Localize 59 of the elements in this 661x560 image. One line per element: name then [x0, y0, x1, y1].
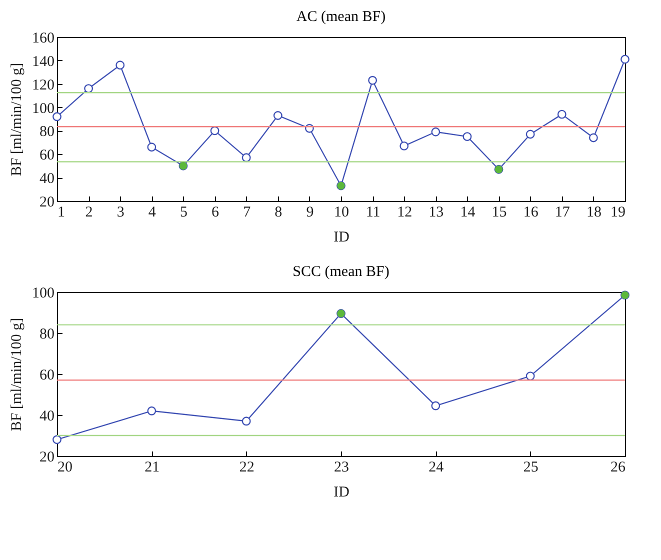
y-tick-label: 100	[32, 100, 54, 117]
x-tick-label: 11	[366, 204, 380, 220]
x-axis-title: ID	[334, 230, 350, 246]
y-tick-label: 160	[32, 30, 54, 46]
x-tick-label: 16	[523, 204, 539, 220]
x-tick-label: 17	[554, 204, 570, 220]
point	[462, 132, 472, 142]
x-tick-label: 21	[144, 460, 160, 476]
point	[526, 130, 535, 139]
y-tick-label: 20	[40, 194, 54, 210]
point	[431, 127, 440, 136]
x-tick-label: 5	[180, 204, 188, 220]
x-tick-label: 2	[85, 204, 93, 220]
point	[400, 141, 409, 150]
x-tick-label: 10	[334, 204, 349, 220]
x-tick-label: 12	[397, 204, 412, 220]
x-axis-title: ID	[334, 484, 350, 500]
x-tick-label: 8	[274, 204, 282, 220]
x-tick-label: 4	[148, 204, 156, 220]
x-tick-label: 26	[610, 460, 626, 476]
y-tick-label: 20	[40, 450, 54, 466]
point	[557, 110, 566, 119]
point	[273, 111, 282, 120]
x-tick-label: 24	[428, 460, 444, 476]
y-tick-label: 80	[40, 124, 54, 140]
x-tick-label: 1	[58, 204, 65, 220]
y-tick-label: 120	[32, 77, 54, 94]
x-tick-label: 22	[239, 460, 254, 476]
point	[147, 142, 156, 152]
y-tick-label: 80	[40, 326, 54, 342]
y-tick-label: 60	[40, 148, 54, 164]
y-tick-label: 40	[40, 171, 54, 188]
y-axis-title: BF [ml/min/100 g]	[9, 62, 25, 176]
y-tick-label: 140	[32, 54, 54, 70]
x-tick-label: 6	[212, 204, 220, 220]
chart-title: SCC (mean BF)	[292, 264, 390, 280]
x-tick-label: 14	[460, 204, 476, 220]
point	[620, 54, 630, 64]
x-tick-label: 7	[243, 204, 252, 220]
x-tick-label: 9	[306, 204, 314, 220]
point	[588, 133, 598, 142]
y-tick-label: 60	[40, 368, 54, 384]
x-tick-label: 23	[334, 460, 349, 476]
point	[116, 60, 125, 70]
point	[368, 76, 378, 85]
y-axis-title: BF [ml/min/100 g]	[9, 318, 25, 432]
x-tick-label: 19	[610, 204, 626, 220]
point	[52, 112, 62, 122]
x-tick-label: 13	[428, 204, 444, 220]
y-tick-label: 40	[40, 408, 54, 424]
x-tick-label: 15	[492, 204, 507, 220]
x-tick-label: 20	[58, 460, 72, 476]
point	[210, 126, 220, 136]
y-tick-label: 100	[32, 286, 54, 302]
point	[242, 153, 251, 162]
x-tick-label: 18	[586, 204, 602, 220]
chart-title: AC (mean BF)	[296, 9, 386, 25]
x-tick-label: 25	[523, 460, 538, 476]
x-tick-label: 3	[116, 204, 124, 220]
